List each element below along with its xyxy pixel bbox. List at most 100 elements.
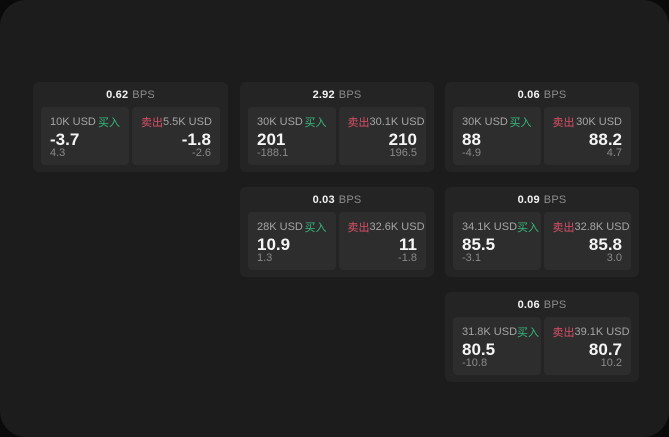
- buy-panel[interactable]: 31.8K USD 买入 80.5 -10.8: [453, 317, 541, 375]
- sell-amount: 32.6K USD: [369, 221, 425, 233]
- sell-amount: 30.1K USD: [369, 116, 425, 128]
- sell-panel[interactable]: 卖出 32.8K USD 85.8 3.0: [543, 212, 631, 270]
- buy-label: 买入: [98, 117, 120, 129]
- buy-panel-header: 30K USD 买入: [257, 114, 327, 130]
- sell-price: 85.8: [588, 234, 622, 254]
- buy-price: 10.9: [257, 234, 291, 254]
- buy-label: 买入: [517, 327, 540, 339]
- buy-price: -3.7: [50, 129, 80, 149]
- bps-value: 2.92: [312, 88, 335, 101]
- sell-amount: 32.8K USD: [574, 221, 630, 233]
- quote-card: 2.92 BPS 30K USD 买入 201 -188.1 卖出 30.1K …: [240, 82, 434, 172]
- buy-sub-value: -4.9: [462, 147, 481, 159]
- buy-sub-value: 4.3: [50, 147, 66, 159]
- sell-sub-value: -2.6: [192, 147, 211, 159]
- quote-panels: 34.1K USD 买入 85.5 -3.1 卖出 32.8K USD 85.8…: [453, 212, 631, 270]
- sell-label: 卖出: [347, 117, 370, 129]
- bps-value: 0.03: [312, 193, 335, 206]
- buy-sub-value: 1.3: [257, 252, 273, 264]
- buy-amount: 34.1K USD: [462, 221, 518, 233]
- sell-sub-value: 3.0: [606, 252, 622, 264]
- quote-card: 0.09 BPS 34.1K USD 买入 85.5 -3.1 卖出 32.8K…: [445, 187, 639, 277]
- buy-label: 买入: [304, 222, 327, 234]
- buy-price: 201: [257, 129, 286, 149]
- buy-panel[interactable]: 28K USD 买入 10.9 1.3: [248, 212, 336, 270]
- buy-sub-value: -10.8: [462, 357, 488, 369]
- sell-panel[interactable]: 卖出 39.1K USD 80.7 10.2: [543, 317, 631, 375]
- bps-header: 0.06 BPS: [445, 82, 639, 107]
- buy-amount: 28K USD: [257, 221, 303, 233]
- sell-label: 卖出: [141, 117, 163, 129]
- buy-sub-value: -3.1: [462, 252, 481, 264]
- sell-price: -1.8: [181, 129, 211, 149]
- quote-panels: 30K USD 买入 201 -188.1 卖出 30.1K USD 210 1…: [248, 107, 426, 165]
- quote-panels: 10K USD 买入 -3.7 4.3 卖出 5.5K USD -1.8 -2.…: [41, 107, 220, 165]
- bps-unit: BPS: [132, 88, 155, 101]
- sell-panel[interactable]: 卖出 30.1K USD 210 196.5: [338, 107, 426, 165]
- buy-panel-header: 34.1K USD 买入: [462, 219, 539, 235]
- bps-unit: BPS: [338, 88, 362, 101]
- sell-panel-header: 卖出 39.1K USD: [552, 324, 630, 340]
- buy-panel[interactable]: 10K USD 买入 -3.7 4.3: [41, 107, 129, 165]
- quote-panels: 31.8K USD 买入 80.5 -10.8 卖出 39.1K USD 80.…: [453, 317, 631, 375]
- buy-panel-header: 30K USD 买入: [462, 114, 532, 130]
- bps-value: 0.06: [517, 88, 540, 101]
- quote-card: 0.62 BPS 10K USD 买入 -3.7 4.3 卖出 5.5K USD…: [33, 82, 228, 172]
- buy-panel-header: 31.8K USD 买入: [462, 324, 539, 340]
- sell-sub-value: 10.2: [600, 357, 622, 369]
- sell-amount: 5.5K USD: [163, 116, 212, 128]
- bps-value: 0.09: [517, 193, 540, 206]
- bps-header: 0.09 BPS: [445, 187, 639, 212]
- buy-price: 80.5: [462, 339, 496, 359]
- bps-unit: BPS: [338, 193, 362, 206]
- bps-unit: BPS: [543, 193, 567, 206]
- sell-panel[interactable]: 卖出 32.6K USD 11 -1.8: [338, 212, 426, 270]
- sell-panel-header: 卖出 30K USD: [553, 114, 623, 130]
- bps-header: 0.06 BPS: [445, 292, 639, 317]
- buy-price: 88: [462, 129, 481, 149]
- quote-panels: 28K USD 买入 10.9 1.3 卖出 32.6K USD 11 -1.8: [248, 212, 426, 270]
- buy-panel-header: 10K USD 买入: [50, 114, 120, 130]
- buy-label: 买入: [509, 117, 532, 129]
- buy-panel[interactable]: 30K USD 买入 201 -188.1: [248, 107, 336, 165]
- buy-amount: 10K USD: [50, 116, 96, 128]
- quote-card: 0.06 BPS 31.8K USD 买入 80.5 -10.8 卖出 39.1…: [445, 292, 639, 382]
- bps-value: 0.06: [517, 298, 540, 311]
- sell-amount: 39.1K USD: [574, 326, 630, 338]
- sell-label: 卖出: [552, 327, 575, 339]
- sell-panel-header: 卖出 32.8K USD: [552, 219, 630, 235]
- quote-panels: 30K USD 买入 88 -4.9 卖出 30K USD 88.2 4.7: [453, 107, 631, 165]
- sell-price: 210: [388, 129, 417, 149]
- sell-panel-header: 卖出 5.5K USD: [141, 114, 212, 130]
- sell-panel-header: 卖出 32.6K USD: [347, 219, 425, 235]
- sell-label: 卖出: [347, 222, 370, 234]
- sell-sub-value: 4.7: [606, 147, 622, 159]
- quote-card: 0.03 BPS 28K USD 买入 10.9 1.3 卖出 32.6K US…: [240, 187, 434, 277]
- buy-panel[interactable]: 34.1K USD 买入 85.5 -3.1: [453, 212, 541, 270]
- sell-amount: 30K USD: [576, 116, 622, 128]
- buy-label: 买入: [517, 222, 540, 234]
- quote-card: 0.06 BPS 30K USD 买入 88 -4.9 卖出 30K USD 8…: [445, 82, 639, 172]
- buy-amount: 30K USD: [257, 116, 303, 128]
- buy-price: 85.5: [462, 234, 496, 254]
- buy-panel[interactable]: 30K USD 买入 88 -4.9: [453, 107, 541, 165]
- sell-label: 卖出: [552, 222, 575, 234]
- bps-header: 0.03 BPS: [240, 187, 434, 212]
- bps-unit: BPS: [543, 298, 567, 311]
- sell-price: 11: [399, 234, 417, 254]
- buy-label: 买入: [304, 117, 327, 129]
- buy-panel-header: 28K USD 买入: [257, 219, 327, 235]
- sell-panel[interactable]: 卖出 5.5K USD -1.8 -2.6: [132, 107, 220, 165]
- sell-panel[interactable]: 卖出 30K USD 88.2 4.7: [543, 107, 631, 165]
- sell-panel-header: 卖出 30.1K USD: [347, 114, 425, 130]
- bps-header: 2.92 BPS: [240, 82, 434, 107]
- sell-sub-value: -1.8: [398, 252, 417, 264]
- sell-sub-value: 196.5: [389, 147, 417, 159]
- buy-sub-value: -188.1: [257, 147, 289, 159]
- bps-value: 0.62: [106, 88, 129, 101]
- sell-price: 80.7: [588, 339, 622, 359]
- sell-label: 卖出: [552, 117, 575, 129]
- bps-unit: BPS: [543, 88, 567, 101]
- buy-amount: 31.8K USD: [462, 326, 518, 338]
